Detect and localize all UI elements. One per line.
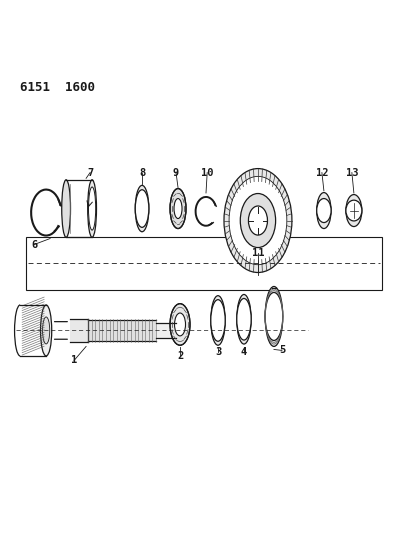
Ellipse shape: [174, 199, 182, 219]
Ellipse shape: [42, 317, 50, 344]
Ellipse shape: [62, 180, 71, 237]
Text: 11: 11: [252, 247, 264, 257]
Text: 3: 3: [215, 348, 221, 358]
Ellipse shape: [237, 294, 251, 344]
Ellipse shape: [175, 313, 186, 336]
Text: 1: 1: [71, 356, 77, 366]
Ellipse shape: [346, 195, 362, 227]
Text: 12: 12: [316, 167, 328, 177]
Text: 4: 4: [241, 348, 247, 358]
Ellipse shape: [211, 300, 225, 341]
Ellipse shape: [265, 286, 283, 346]
Ellipse shape: [240, 193, 276, 247]
Text: 10: 10: [201, 167, 213, 177]
Ellipse shape: [211, 296, 225, 345]
Bar: [26, 237, 382, 290]
Text: 7: 7: [87, 167, 93, 177]
Ellipse shape: [170, 189, 186, 229]
Bar: [70, 319, 88, 342]
Text: 6: 6: [31, 239, 37, 249]
Ellipse shape: [317, 192, 331, 229]
Ellipse shape: [229, 176, 287, 265]
Ellipse shape: [224, 168, 292, 272]
Ellipse shape: [135, 190, 149, 228]
Text: 8: 8: [139, 167, 145, 177]
Text: 5: 5: [279, 345, 285, 356]
Ellipse shape: [237, 298, 251, 340]
Bar: [156, 323, 176, 338]
Text: 13: 13: [346, 167, 358, 177]
Ellipse shape: [174, 323, 178, 338]
Ellipse shape: [248, 206, 268, 235]
Ellipse shape: [135, 185, 149, 232]
Ellipse shape: [89, 187, 96, 230]
Ellipse shape: [40, 305, 52, 356]
Ellipse shape: [170, 304, 190, 345]
Bar: [20, 305, 46, 356]
Text: 6151  1600: 6151 1600: [20, 80, 95, 94]
Ellipse shape: [317, 199, 331, 223]
Ellipse shape: [265, 293, 283, 341]
Ellipse shape: [88, 180, 96, 237]
Bar: [88, 320, 156, 341]
Text: 9: 9: [173, 167, 179, 177]
Text: 2: 2: [177, 351, 183, 361]
Ellipse shape: [346, 200, 362, 221]
